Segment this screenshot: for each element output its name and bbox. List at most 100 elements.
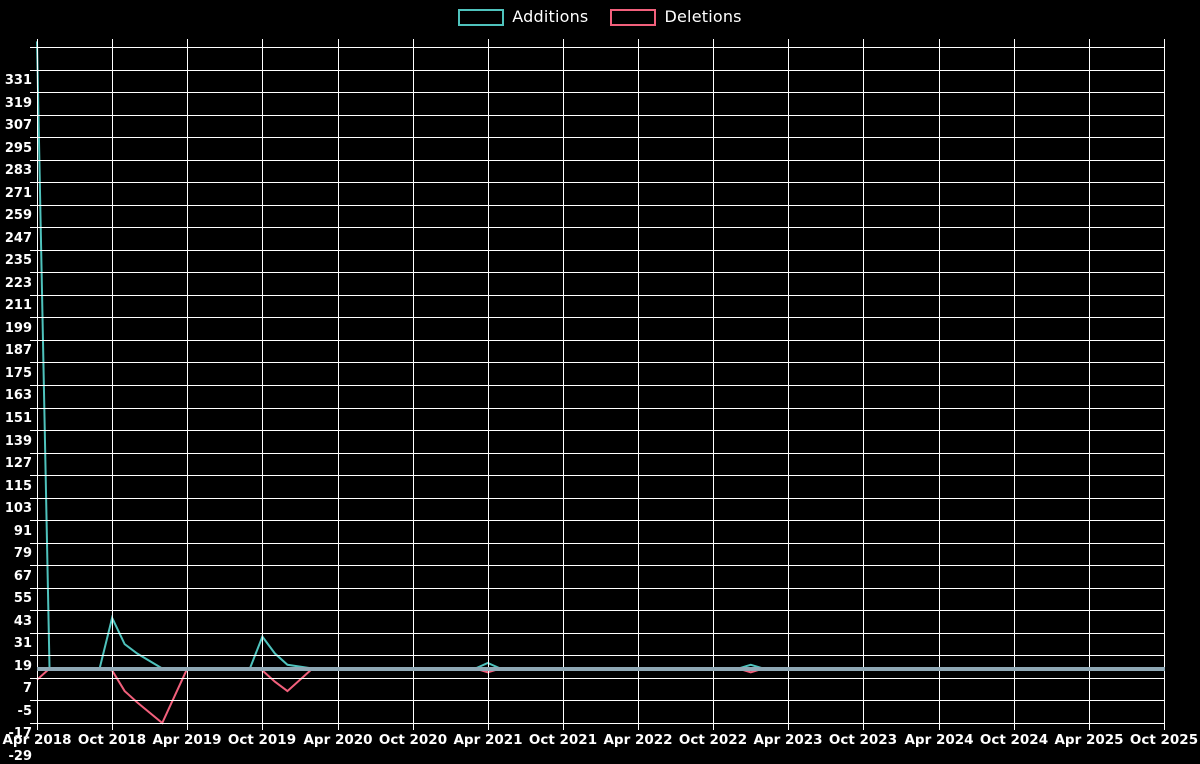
- y-axis-tick-label: 319: [4, 96, 32, 111]
- x-axis-tick-label: Apr 2024: [904, 732, 974, 748]
- x-axis-tick-label: Apr 2022: [603, 732, 673, 748]
- legend-deletions-label: Deletions: [664, 7, 742, 26]
- x-axis-tick-label: Apr 2018: [2, 732, 72, 748]
- gridline-horizontal: [37, 227, 1165, 228]
- x-axis-tick-mark: [863, 723, 864, 730]
- y-axis-tick-mark: [30, 453, 37, 454]
- x-axis-tick-label: Oct 2018: [77, 732, 147, 748]
- gridline-vertical: [713, 39, 714, 723]
- y-axis-tick-mark: [30, 295, 37, 296]
- gridline-horizontal: [37, 543, 1165, 544]
- gridline-horizontal: [37, 137, 1165, 138]
- x-axis-tick-label: Apr 2021: [453, 732, 523, 748]
- legend-additions-label: Additions: [512, 7, 589, 26]
- gridline-horizontal: [37, 655, 1165, 656]
- gridline-horizontal: [37, 182, 1165, 183]
- gridline-horizontal: [37, 633, 1165, 634]
- x-axis-tick-label: Apr 2023: [753, 732, 823, 748]
- gridline-vertical: [563, 39, 564, 723]
- y-axis-tick-label: 19: [13, 659, 32, 674]
- y-axis-tick-mark: [30, 610, 37, 611]
- gridline-vertical: [788, 39, 789, 723]
- y-axis-tick-mark: [30, 160, 37, 161]
- y-axis-tick-mark: [30, 115, 37, 116]
- y-axis-tick-label: 247: [4, 231, 32, 246]
- y-axis-tick-label: 55: [13, 591, 32, 606]
- y-axis-tick-label: -29: [8, 749, 33, 764]
- y-axis-tick-label: 223: [4, 276, 32, 291]
- y-axis-tick-label: 235: [4, 253, 32, 268]
- y-axis-tick-label: 163: [4, 388, 32, 403]
- y-axis-tick-label: 211: [4, 298, 32, 313]
- y-axis-tick-mark: [30, 137, 37, 138]
- x-axis-tick-mark: [1089, 723, 1090, 730]
- gridline-horizontal: [37, 475, 1165, 476]
- gridline-horizontal: [37, 723, 1165, 724]
- gridline-horizontal: [37, 610, 1165, 611]
- gridline-horizontal: [37, 205, 1165, 206]
- gridline-vertical: [37, 39, 38, 723]
- y-axis-tick-mark: [30, 430, 37, 431]
- x-axis-tick-label: Oct 2019: [227, 732, 297, 748]
- series-layer: [36, 41, 1164, 725]
- gridline-horizontal: [37, 340, 1165, 341]
- y-axis-tick-mark: [30, 678, 37, 679]
- y-axis-tick-label: -17: [8, 726, 33, 741]
- gridline-horizontal: [37, 362, 1165, 363]
- gridline-vertical: [939, 39, 940, 723]
- series-line-additions: [36, 41, 1164, 670]
- y-axis-tick-label: 259: [4, 208, 32, 223]
- y-axis-tick-mark: [30, 340, 37, 341]
- legend-additions-swatch-icon: [458, 8, 505, 26]
- gridline-vertical: [338, 39, 339, 723]
- y-axis-tick-label: 127: [4, 456, 32, 471]
- y-axis-tick-label: 91: [13, 524, 32, 539]
- y-axis-tick-label: 307: [4, 118, 32, 133]
- x-axis-tick-label: Oct 2020: [378, 732, 448, 748]
- chart-area: Apr 2018 Oct 2018 Apr 2019 Oct 2019 Apr 2020…: [0, 34, 1200, 763]
- y-axis-tick-mark: [30, 47, 37, 48]
- gridline-horizontal: [37, 92, 1165, 93]
- gridline-horizontal: [37, 272, 1165, 273]
- gridline-horizontal: [37, 498, 1165, 499]
- x-axis-tick-mark: [112, 723, 113, 730]
- gridline-horizontal: [37, 678, 1165, 679]
- gridline-horizontal: [37, 430, 1165, 431]
- y-axis-tick-label: 331: [4, 73, 32, 88]
- gridline-horizontal: [37, 47, 1165, 48]
- x-axis-tick-label: Apr 2020: [303, 732, 373, 748]
- y-axis-tick-mark: [30, 633, 37, 634]
- y-axis-tick-mark: [30, 498, 37, 499]
- y-axis-tick-label: 175: [4, 366, 32, 381]
- legend-deletions[interactable]: Deletions: [610, 7, 742, 26]
- y-axis-tick-mark: [30, 408, 37, 409]
- gridline-vertical: [638, 39, 639, 723]
- y-axis-tick-label: 115: [4, 479, 32, 494]
- y-axis-tick-mark: [30, 70, 37, 71]
- gridline-horizontal: [37, 115, 1165, 116]
- y-axis-tick-mark: [30, 655, 37, 656]
- gridline-vertical: [488, 39, 489, 723]
- gridline-horizontal: [37, 408, 1165, 409]
- gridline-horizontal: [37, 250, 1165, 251]
- gridline-horizontal: [37, 295, 1165, 296]
- y-axis-tick-label: 151: [4, 411, 32, 426]
- gridline-vertical: [1014, 39, 1015, 723]
- zero-baseline: [37, 667, 1165, 671]
- x-axis-tick-mark: [1164, 723, 1165, 730]
- gridline-horizontal: [37, 520, 1165, 521]
- y-axis-tick-label: 43: [13, 614, 32, 629]
- y-axis-tick-mark: [30, 250, 37, 251]
- gridline-horizontal: [37, 317, 1165, 318]
- chart-legend: Additions Deletions: [0, 0, 1200, 34]
- legend-additions[interactable]: Additions: [458, 7, 589, 26]
- x-axis-tick-label: Oct 2023: [828, 732, 898, 748]
- legend-deletions-swatch-icon: [610, 8, 657, 26]
- y-axis-tick-mark: [30, 700, 37, 701]
- gridline-horizontal: [37, 160, 1165, 161]
- gridline-vertical: [187, 39, 188, 723]
- y-axis-tick-label: -5: [17, 704, 32, 719]
- gridline-vertical: [1164, 39, 1165, 723]
- gridline-horizontal: [37, 453, 1165, 454]
- y-axis-tick-label: 271: [4, 186, 32, 201]
